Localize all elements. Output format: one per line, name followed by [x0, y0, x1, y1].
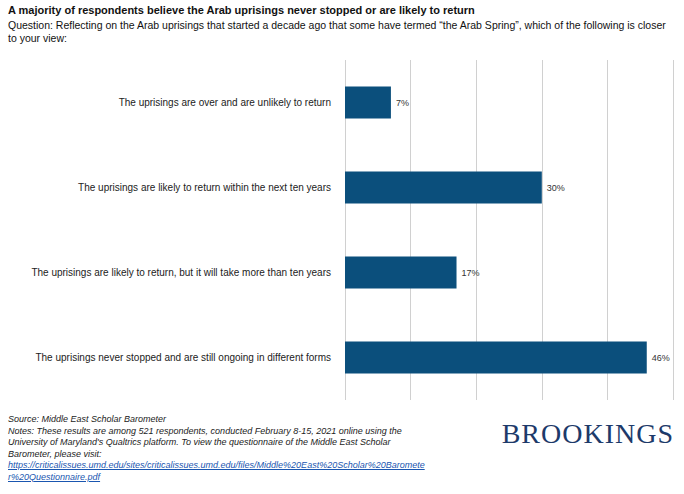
- svg-text:The uprisings are likely to re: The uprisings are likely to return withi…: [78, 182, 331, 193]
- html-text:A majority of respondents beli: A majority of respondents believe the Ar…: [8, 4, 475, 16]
- html-text:Notes: These results are among: Notes: These results are among 521 respo…: [8, 425, 402, 459]
- svg-text:30%: 30%: [547, 183, 565, 193]
- svg-text:The uprisings never stopped an: The uprisings never stopped and are stil…: [35, 352, 331, 363]
- svg-text:46%: 46%: [652, 353, 670, 363]
- svg-text:The uprisings are over and are: The uprisings are over and are unlikely …: [119, 97, 331, 108]
- html-text:Question: Reflecting on the Ar: Question: Reflecting on the Arab uprisin…: [8, 19, 666, 44]
- html-text:BROOKINGS: BROOKINGS: [501, 418, 674, 449]
- svg-text:The uprisings are likely to re: The uprisings are likely to return, but …: [31, 267, 331, 278]
- html-text:Source: Middle East Scholar Ba: Source: Middle East Scholar Barometer: [8, 414, 167, 424]
- html-text:https://criticalissues.umd.edu: https://criticalissues.umd.edu/sites/cri…: [8, 460, 425, 482]
- svg-text:7%: 7%: [396, 98, 409, 108]
- svg-text:17%: 17%: [462, 268, 480, 278]
